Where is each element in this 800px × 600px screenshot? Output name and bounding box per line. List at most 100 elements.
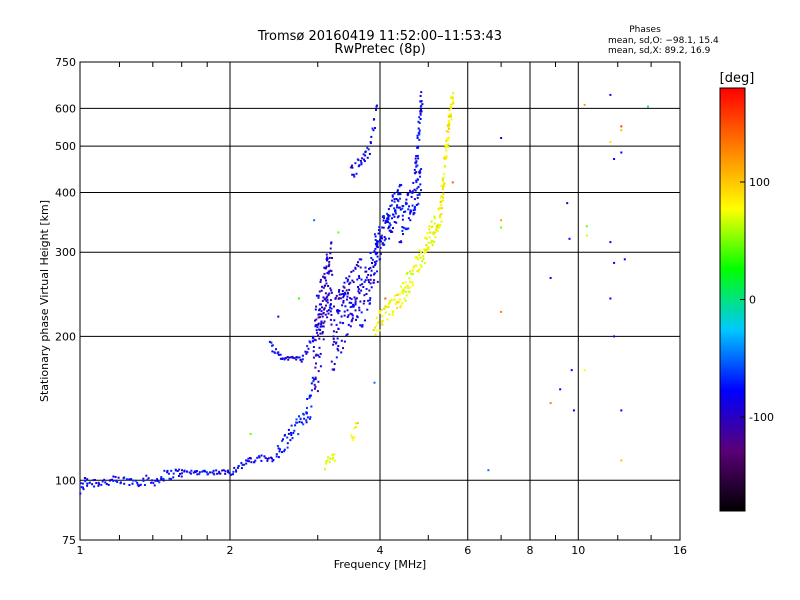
data-point (82, 486, 84, 489)
data-point (370, 274, 372, 277)
data-point (310, 405, 313, 408)
data-point (314, 366, 317, 369)
data-point (268, 340, 271, 343)
data-point (298, 415, 300, 418)
data-point (357, 290, 360, 293)
data-point (304, 350, 307, 353)
data-point (215, 469, 218, 472)
data-point (419, 95, 422, 97)
data-point (91, 483, 94, 486)
data-point (343, 314, 346, 317)
data-point (196, 473, 199, 476)
data-point (417, 127, 420, 130)
data-point (347, 314, 350, 317)
data-point (342, 292, 345, 295)
data-point (373, 250, 376, 253)
data-point (218, 470, 221, 473)
data-point (317, 294, 320, 297)
chart-subtitle: RwPretec (8p) (334, 42, 425, 57)
data-point (317, 316, 320, 319)
data-point (372, 273, 375, 276)
data-point (432, 231, 435, 234)
data-point (439, 216, 442, 219)
data-point (301, 358, 304, 361)
data-point (378, 312, 381, 314)
data-point (378, 309, 381, 312)
data-point (130, 478, 133, 481)
data-point (449, 97, 452, 100)
data-point (101, 480, 104, 483)
data-point (350, 298, 353, 301)
data-point (321, 299, 324, 302)
data-point (364, 266, 367, 269)
data-point (374, 242, 377, 245)
data-point (337, 349, 340, 352)
data-point (448, 123, 451, 126)
data-point (86, 482, 89, 485)
data-point (366, 308, 369, 311)
data-point (382, 219, 385, 222)
data-point (376, 243, 379, 246)
data-point (228, 472, 231, 475)
data-point (418, 131, 421, 134)
data-point (376, 240, 379, 243)
data-point (381, 234, 383, 237)
data-point (297, 297, 300, 300)
data-point (430, 241, 433, 244)
data-point (362, 302, 365, 305)
data-point (378, 329, 381, 332)
data-point (350, 301, 353, 304)
data-point (123, 476, 126, 479)
data-point (313, 383, 316, 386)
data-point (366, 146, 369, 149)
data-point (298, 356, 301, 359)
data-point (132, 479, 135, 482)
data-point (279, 448, 281, 451)
data-point (411, 273, 414, 276)
data-point (337, 312, 340, 315)
data-point (190, 472, 192, 475)
data-point (647, 105, 649, 108)
x-tick-label: 2 (227, 544, 234, 557)
data-point (170, 478, 172, 481)
data-point (360, 278, 363, 281)
data-point (446, 138, 449, 141)
data-point (434, 231, 437, 234)
data-point (328, 461, 331, 464)
data-point (354, 266, 357, 269)
data-point (393, 294, 396, 297)
y-axis-label: Stationary phase Virtual Height [km] (38, 200, 51, 402)
data-point (369, 266, 372, 269)
data-point (295, 358, 298, 361)
x-tick-label: 4 (377, 544, 384, 557)
data-point (613, 335, 616, 338)
data-point (419, 169, 421, 172)
data-point (320, 323, 323, 326)
data-point (405, 228, 408, 231)
data-point (328, 292, 331, 295)
data-point (333, 459, 336, 462)
data-point (327, 312, 330, 315)
data-point (395, 198, 398, 200)
data-point (382, 226, 385, 229)
data-point (299, 417, 302, 420)
data-point (357, 286, 359, 288)
data-point (352, 281, 355, 284)
data-point (314, 385, 317, 388)
data-point (415, 165, 418, 168)
data-point (443, 185, 446, 188)
data-point (277, 315, 280, 318)
data-point (332, 330, 335, 333)
data-point (300, 360, 303, 363)
data-point (447, 137, 449, 140)
data-point (423, 248, 426, 251)
data-point (414, 205, 416, 208)
data-point (402, 282, 404, 285)
data-point (300, 421, 303, 424)
data-point (416, 137, 419, 139)
data-point (353, 296, 356, 299)
data-point (442, 196, 444, 199)
data-point (260, 454, 263, 457)
data-point (387, 227, 390, 230)
data-point (440, 204, 443, 207)
